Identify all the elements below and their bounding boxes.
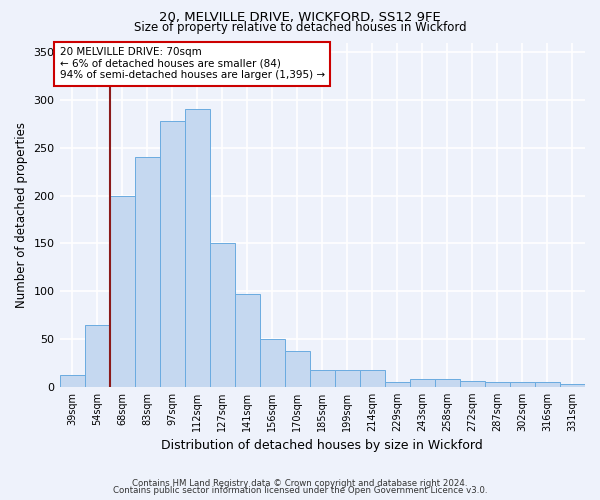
- Bar: [260, 339, 285, 387]
- Text: Contains HM Land Registry data © Crown copyright and database right 2024.: Contains HM Land Registry data © Crown c…: [132, 478, 468, 488]
- Bar: [59, 376, 85, 387]
- Bar: [560, 384, 585, 387]
- Bar: [310, 370, 335, 387]
- Bar: [385, 382, 410, 387]
- Bar: [209, 244, 235, 387]
- Y-axis label: Number of detached properties: Number of detached properties: [15, 122, 28, 308]
- Bar: [510, 382, 535, 387]
- X-axis label: Distribution of detached houses by size in Wickford: Distribution of detached houses by size …: [161, 440, 483, 452]
- Text: 20, MELVILLE DRIVE, WICKFORD, SS12 9FE: 20, MELVILLE DRIVE, WICKFORD, SS12 9FE: [159, 11, 441, 24]
- Bar: [285, 352, 310, 387]
- Bar: [485, 382, 510, 387]
- Bar: [335, 370, 360, 387]
- Bar: [134, 158, 160, 387]
- Text: 20 MELVILLE DRIVE: 70sqm
← 6% of detached houses are smaller (84)
94% of semi-de: 20 MELVILLE DRIVE: 70sqm ← 6% of detache…: [59, 48, 325, 80]
- Bar: [110, 196, 134, 387]
- Bar: [160, 121, 185, 387]
- Text: Contains public sector information licensed under the Open Government Licence v3: Contains public sector information licen…: [113, 486, 487, 495]
- Text: Size of property relative to detached houses in Wickford: Size of property relative to detached ho…: [134, 21, 466, 34]
- Bar: [85, 324, 110, 387]
- Bar: [460, 381, 485, 387]
- Bar: [435, 379, 460, 387]
- Bar: [185, 110, 209, 387]
- Bar: [360, 370, 385, 387]
- Bar: [410, 379, 435, 387]
- Bar: [535, 382, 560, 387]
- Bar: [235, 294, 260, 387]
